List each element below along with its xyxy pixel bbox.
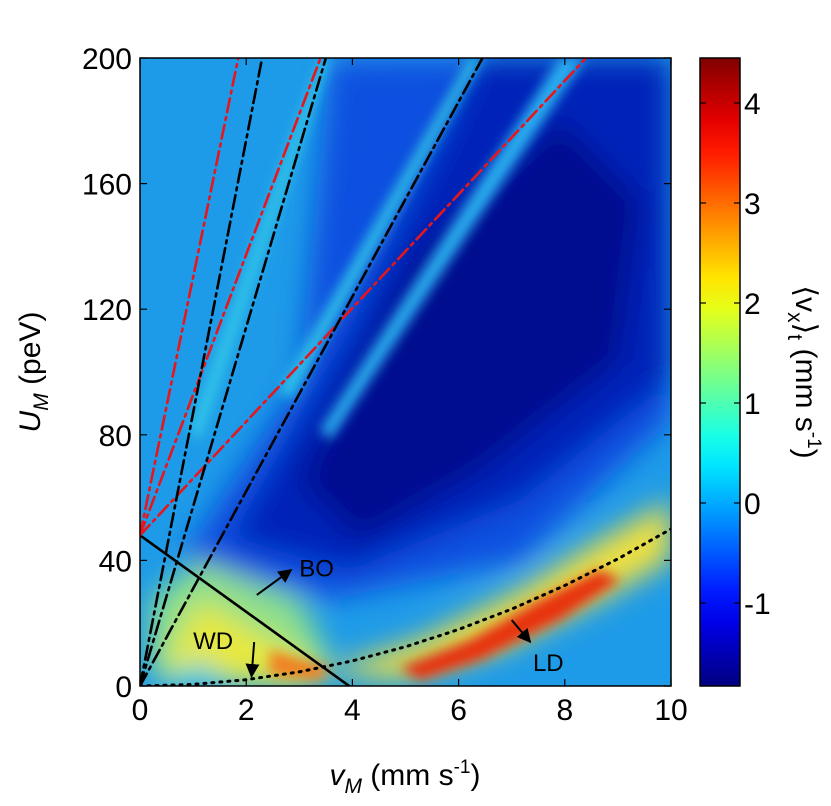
annotation: LD bbox=[533, 650, 564, 677]
y-tick-label: 200 bbox=[82, 43, 132, 76]
cbar-label-part: (mm s bbox=[789, 340, 822, 432]
x-label-part: ) bbox=[471, 759, 481, 792]
x-label-part: v bbox=[329, 759, 346, 792]
line bbox=[140, 58, 328, 686]
cbar-label-part: -1 bbox=[803, 432, 824, 449]
plot-frame bbox=[139, 57, 672, 687]
colorbar-tick-label: 1 bbox=[744, 388, 761, 421]
y-tick-label: 0 bbox=[115, 671, 132, 704]
line bbox=[140, 527, 671, 686]
colorbar-tick-label: -1 bbox=[744, 588, 771, 621]
x-tick-label: 10 bbox=[654, 694, 687, 727]
line bbox=[140, 58, 484, 686]
annotation-arrow bbox=[245, 641, 260, 678]
y-label-part: M bbox=[30, 393, 53, 411]
colorbar-tick-label: 3 bbox=[744, 188, 761, 221]
x-tick-label: 2 bbox=[238, 694, 255, 727]
y-tick-label: 160 bbox=[82, 169, 132, 202]
annotation: WD bbox=[193, 628, 233, 655]
x-tick-label: 0 bbox=[132, 694, 149, 727]
cbar-label-part: t bbox=[783, 334, 806, 340]
annotation-arrow bbox=[510, 619, 532, 644]
cbar-label-part: ⟨v bbox=[789, 285, 822, 312]
line bbox=[140, 58, 240, 537]
annotation: BO bbox=[299, 556, 334, 583]
heatmap bbox=[140, 58, 671, 686]
x-label-part: (mm s bbox=[362, 759, 454, 792]
x-axis-label: vM (mm s-1) bbox=[329, 757, 480, 798]
colorbar bbox=[699, 57, 741, 687]
y-tick-label: 40 bbox=[99, 545, 132, 578]
colorbar-label: ⟨vx⟩t (mm s-1) bbox=[783, 285, 824, 458]
x-label-part: -1 bbox=[454, 757, 471, 778]
cbar-label-part: ⟩ bbox=[789, 323, 822, 335]
annotation-arrow bbox=[256, 568, 293, 596]
cbar-label-part: ) bbox=[789, 449, 822, 459]
y-tick-label: 120 bbox=[82, 294, 132, 327]
y-label-part: U bbox=[14, 410, 47, 432]
colorbar-tick-label: 4 bbox=[744, 88, 761, 121]
line bbox=[140, 58, 322, 537]
x-tick-label: 6 bbox=[450, 694, 467, 727]
y-axis-label: UM (peV) bbox=[14, 312, 53, 433]
x-label-part: M bbox=[344, 775, 362, 798]
line bbox=[140, 58, 588, 537]
colorbar-tick-label: 2 bbox=[744, 288, 761, 321]
line bbox=[140, 58, 264, 686]
x-tick-label: 4 bbox=[344, 694, 361, 727]
y-tick-label: 80 bbox=[99, 420, 132, 453]
colorbar-tick-label: 0 bbox=[744, 488, 761, 521]
x-tick-label: 8 bbox=[556, 694, 573, 727]
line bbox=[140, 533, 351, 686]
cbar-label-part: x bbox=[783, 312, 806, 323]
y-label-part: (peV) bbox=[14, 312, 47, 394]
